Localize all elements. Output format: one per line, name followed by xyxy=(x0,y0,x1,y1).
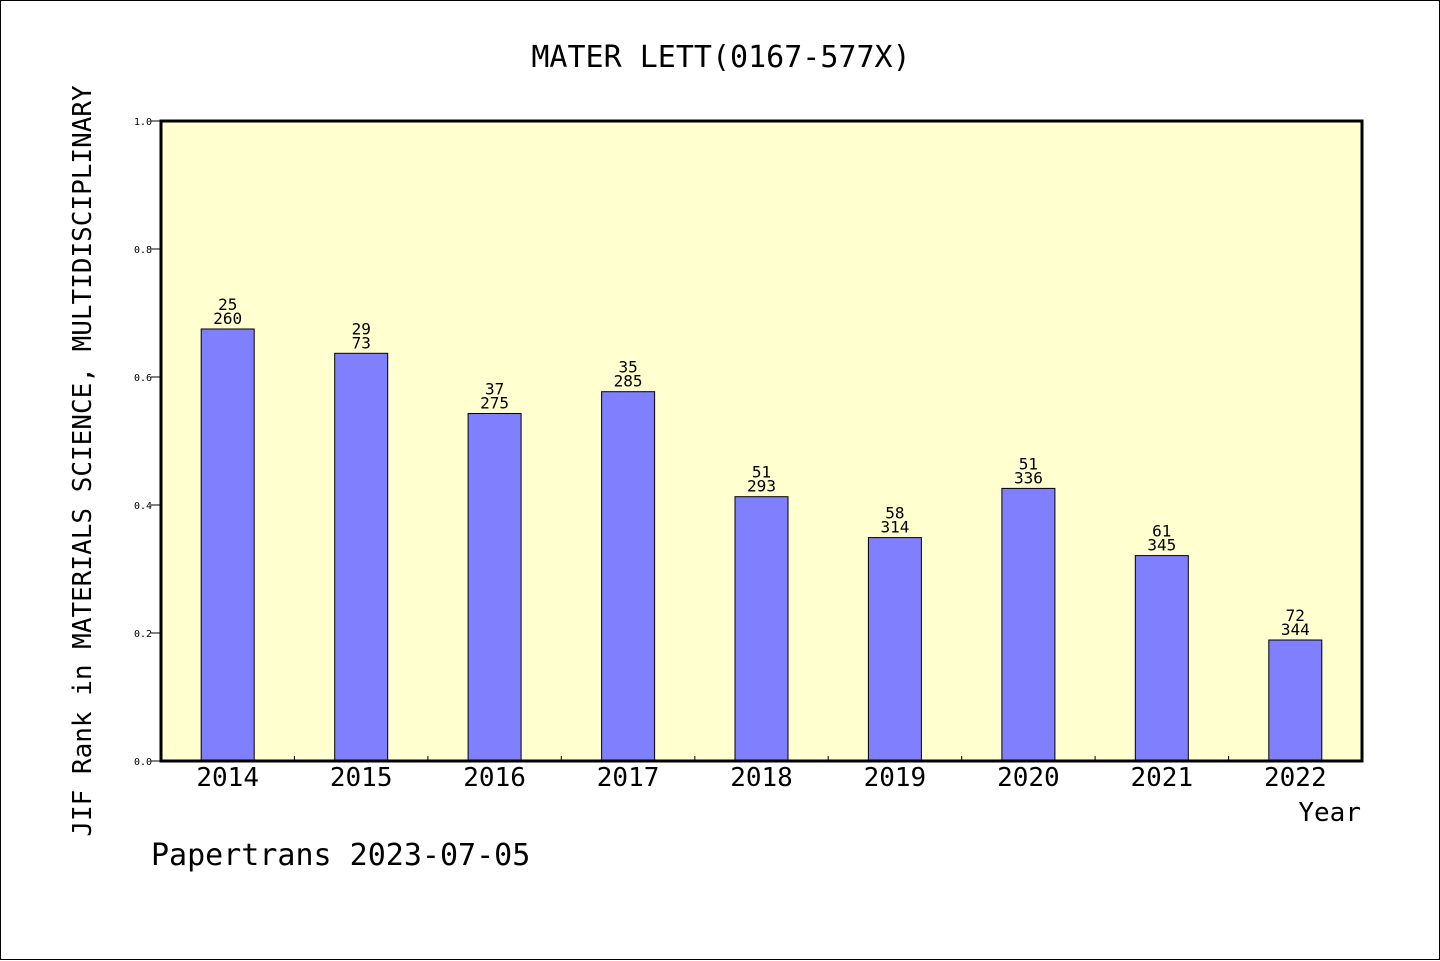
plot-border xyxy=(159,119,1364,763)
bar-rank-label: 51 xyxy=(1019,454,1038,473)
bar-rank-label: 25 xyxy=(218,295,237,314)
x-tick-label: 2021 xyxy=(1130,763,1193,793)
bar-2022 xyxy=(1268,639,1323,762)
bar-total-label: 293 xyxy=(747,477,776,496)
bar-2014 xyxy=(200,328,255,762)
bar-2019 xyxy=(867,537,922,762)
bar-total-label: 275 xyxy=(480,394,509,413)
bar-2018 xyxy=(734,496,789,762)
y-tick-label: 0.6 xyxy=(134,373,152,384)
bar-total-label: 314 xyxy=(880,518,909,537)
bar-rank-label: 61 xyxy=(1152,522,1171,541)
bar-rank-label: 35 xyxy=(618,358,637,377)
y-tick-label: 0.8 xyxy=(134,245,152,256)
y-axis: 0.0 0.2 0.4 0.6 0.8 1.0 xyxy=(134,117,161,768)
y-tick-label: 0.4 xyxy=(134,501,152,512)
bars-group xyxy=(200,328,1323,762)
y-tick-label: 0.0 xyxy=(134,757,152,768)
y-tick-label: 1.0 xyxy=(134,117,152,128)
footer-text: Papertrans 2023-07-05 xyxy=(151,838,530,873)
bar-labels-group: 2526029733727535285512935831451336613457… xyxy=(213,295,1310,639)
bar-2020 xyxy=(1001,487,1056,762)
y-tick-label: 0.2 xyxy=(134,629,152,640)
x-tick-label: 2019 xyxy=(864,763,927,793)
bar-rank-label: 58 xyxy=(885,504,904,523)
bar-2021 xyxy=(1134,555,1189,762)
bar-rank-label: 29 xyxy=(352,319,371,338)
x-tick-label: 2016 xyxy=(463,763,526,793)
x-tick-label: 2020 xyxy=(997,763,1060,793)
x-tick-label: 2022 xyxy=(1264,763,1327,793)
bar-rank-label: 72 xyxy=(1286,606,1305,625)
bar-2015 xyxy=(334,352,389,762)
bar-total-label: 285 xyxy=(614,372,643,391)
bar-rank-label: 37 xyxy=(485,380,504,399)
x-axis: 2014 2015 2016 2017 2018 2019 2020 2021 2022 xyxy=(196,756,1327,793)
bar-2016 xyxy=(467,413,522,762)
x-tick-label: 2018 xyxy=(730,763,793,793)
x-axis-label: Year xyxy=(1298,798,1361,828)
x-tick-label: 2017 xyxy=(597,763,660,793)
bar-total-label: 73 xyxy=(352,333,371,352)
bar-rank-label: 51 xyxy=(752,463,771,482)
bar-total-label: 336 xyxy=(1014,468,1043,487)
y-axis-label: JIF Rank in MATERIALS SCIENCE, MULTIDISC… xyxy=(68,85,98,837)
x-tick-label: 2015 xyxy=(330,763,393,793)
x-tick-label: 2014 xyxy=(196,763,259,793)
bar-total-label: 344 xyxy=(1281,620,1310,639)
bar-2017 xyxy=(601,391,656,762)
bar-total-label: 260 xyxy=(213,309,242,328)
chart-title: MATER LETT(0167-577X) xyxy=(531,40,910,75)
bar-total-label: 345 xyxy=(1147,536,1176,555)
